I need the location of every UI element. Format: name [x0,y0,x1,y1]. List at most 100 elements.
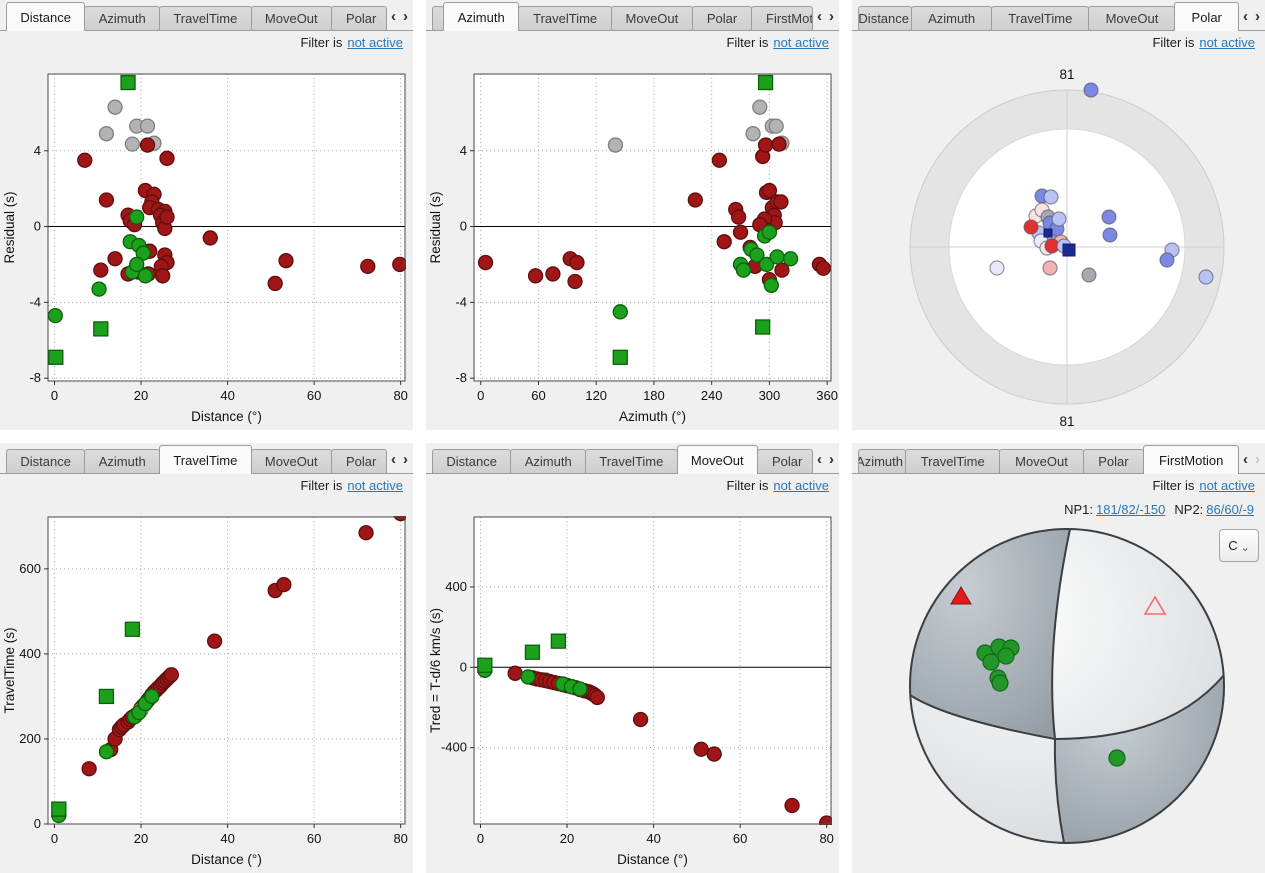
svg-text:Tred = T-d/6 km/s (s): Tred = T-d/6 km/s (s) [428,608,443,733]
tab-traveltime[interactable]: TravelTime [585,449,678,473]
tab-scroll-left-icon[interactable]: ‹ [817,451,822,468]
tab-label: Polar [346,11,377,26]
tab-label: TravelTime [173,11,238,26]
tab-scroll-right-icon[interactable]: › [403,8,408,25]
filter-link[interactable]: not active [1199,35,1255,50]
svg-text:Residual (s): Residual (s) [2,191,17,263]
tab-firstmotion[interactable]: FirstMotion [751,6,813,30]
tab-azimuth[interactable]: Azimuth [858,449,906,473]
filter-link[interactable]: not active [347,478,403,493]
tab-label: Distance [20,454,71,469]
svg-text:600: 600 [19,561,41,576]
tab-moveout[interactable]: MoveOut [1088,6,1176,30]
svg-text:20: 20 [134,388,148,403]
tab-traveltime[interactable]: TravelTime [518,6,612,30]
tab-distance[interactable]: Distance [432,449,512,473]
filter-status: Filter is not active [426,31,839,57]
tab-traveltime[interactable]: TravelTime [159,445,252,474]
tab-traveltime[interactable]: TravelTime [991,6,1090,30]
tab-azimuth[interactable]: Azimuth [510,449,587,473]
tab-polar[interactable]: Polar [691,6,752,30]
tab-distance[interactable]: Distance [858,6,912,30]
svg-text:40: 40 [220,388,234,403]
tab-label: Azimuth [524,454,572,469]
tab-moveout[interactable]: MoveOut [250,449,332,473]
tab-polar[interactable]: Polar [331,449,387,473]
filter-link[interactable]: not active [1199,478,1255,493]
tab-azimuth[interactable]: Azimuth [84,6,161,30]
moveout-vs-distance-plot[interactable]: 0 20 40 60 80 400 0 -400 Distance (°) Tred = T-d/… [426,500,839,873]
svg-text:400: 400 [445,579,467,594]
svg-text:20: 20 [134,831,148,846]
tab-moveout[interactable]: MoveOut [999,449,1084,473]
tab-moveout[interactable]: MoveOut [610,6,693,30]
tab-scroll-arrows: ‹ › [387,9,413,30]
tab-polar[interactable]: Polar [757,449,813,473]
tab-scroll-right-icon[interactable]: › [1255,451,1261,468]
tab-polar[interactable]: Polar [1174,2,1239,31]
nodal-planes: NP1: 181/82/-150 NP2: 86/60/-9 [852,500,1265,522]
tab-azimuth[interactable]: Azimuth [84,449,161,473]
tab-scroll-right-icon[interactable]: › [403,451,408,468]
svg-text:360: 360 [816,388,838,403]
tab-label: TravelTime [1008,11,1073,26]
tab-scroll-left-icon[interactable]: ‹ [1243,451,1249,468]
panel-traveltime: Distance Azimuth TravelTime MoveOut Polar ‹ › … [0,443,413,873]
np2-link[interactable]: 86/60/-9 [1206,502,1254,517]
svg-text:0: 0 [51,388,58,403]
tab-label: MoveOut [690,452,744,468]
tab-label: Polar [1098,454,1129,469]
tab-traveltime[interactable]: TravelTime [905,449,1001,473]
panel-azimuth: Azimuth TravelTime MoveOut Polar FirstMotion… [426,0,839,430]
tab-moveout[interactable]: MoveOut [250,6,332,30]
tab-scroll-left-icon[interactable]: ‹ [1243,8,1248,25]
svg-text:81: 81 [1059,414,1074,429]
tab-moveout[interactable]: MoveOut [676,445,758,474]
tab-scroll-left-icon[interactable]: ‹ [391,451,396,468]
traveltime-vs-distance-plot[interactable]: 0 20 40 60 80 600 400 200 0 Distance (°) TravelTim… [0,500,413,873]
svg-text:4: 4 [460,143,467,158]
svg-text:Residual (s): Residual (s) [428,191,443,263]
svg-text:40: 40 [220,831,234,846]
tab-distance[interactable]: Distance [6,449,86,473]
tab-label: Polar [706,11,738,26]
filter-link[interactable]: not active [347,35,403,50]
tab-scroll-left-icon[interactable]: ‹ [817,8,822,25]
tab-polar[interactable]: Polar [1082,449,1145,473]
svg-text:Azimuth (°): Azimuth (°) [619,409,686,424]
tab-scroll-right-icon[interactable]: › [829,8,834,25]
tab-scroll-arrows: ‹ › [1239,452,1265,473]
tab-azimuth[interactable]: Azimuth [443,2,520,31]
dropdown-value: C [1228,538,1238,553]
dropdown-c[interactable]: C ⌄ [1219,529,1259,562]
svg-text:-4: -4 [455,294,467,309]
filter-label: Filter is [726,35,769,50]
tab-scroll-left-icon[interactable]: ‹ [391,8,396,25]
tab-traveltime[interactable]: TravelTime [159,6,252,30]
filter-link[interactable]: not active [773,35,829,50]
svg-text:180: 180 [643,388,665,403]
tab-scroll-right-icon[interactable]: › [829,451,834,468]
svg-text:0: 0 [460,219,467,234]
tab-firstmotion[interactable]: FirstMotion [1143,445,1240,474]
focal-mechanism-plot[interactable] [852,522,1265,873]
svg-text:0: 0 [477,831,484,846]
tab-scroll-right-icon[interactable]: › [1255,8,1260,25]
svg-text:TravelTime (s): TravelTime (s) [2,628,17,714]
filter-label: Filter is [1152,478,1195,493]
tab-label: Polar [346,454,377,469]
svg-text:400: 400 [19,646,41,661]
tab-bar: Distance Azimuth TravelTime MoveOut Polar ‹ › [0,0,413,31]
tab-azimuth[interactable]: Azimuth [911,6,993,30]
svg-text:81: 81 [1059,67,1074,82]
tab-polar[interactable]: Polar [331,6,387,30]
residual-vs-azimuth-plot[interactable]: 0 60 120 180 240 300 360 4 0 -4 -8 Azimuth (°) Resid… [426,57,839,430]
tab-distance[interactable]: Distance [6,2,86,31]
tab-bar: Azimuth TravelTime MoveOut Polar FirstMotion… [426,0,839,31]
svg-text:60: 60 [733,831,747,846]
tab-label: Azimuth [98,454,146,469]
polar-plot[interactable]: 81 81 [852,57,1265,430]
np1-link[interactable]: 181/82/-150 [1095,502,1166,517]
filter-link[interactable]: not active [773,478,829,493]
